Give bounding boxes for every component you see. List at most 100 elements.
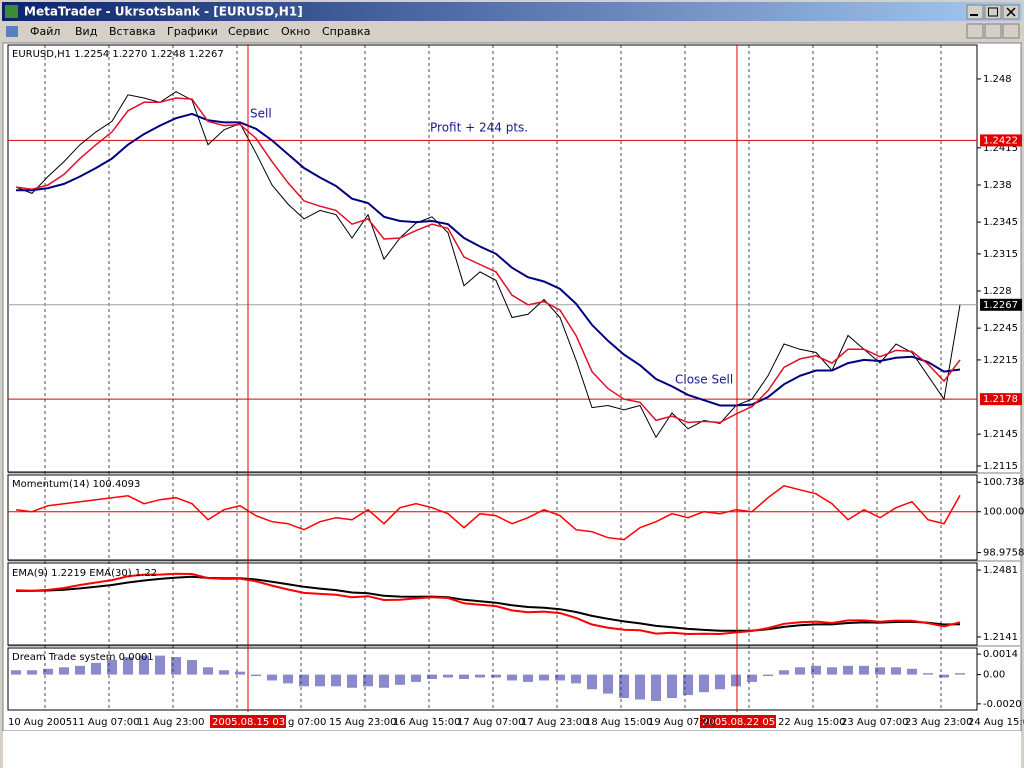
y-tick-label: 1.2145 xyxy=(983,429,1018,440)
window-title: MetaTrader - Ukrsotsbank - [EURUSD,H1] xyxy=(24,5,303,19)
menu-item[interactable]: Сервис xyxy=(228,25,269,38)
histogram-bar xyxy=(11,670,21,675)
histogram-bar xyxy=(123,657,133,675)
app-icon xyxy=(5,5,18,18)
histogram-bar xyxy=(491,674,501,678)
panel-border xyxy=(7,44,978,473)
ema-slow-line xyxy=(16,575,961,632)
histogram-bar xyxy=(523,674,533,682)
menu-item[interactable]: Вставка xyxy=(109,25,156,38)
histogram-bar xyxy=(539,674,549,681)
annotation: Profit + 244 pts. xyxy=(430,121,528,135)
y-tick-label: 1.248 xyxy=(983,74,1012,85)
y-tick-label: 0.0014 xyxy=(983,649,1018,660)
x-tick-label: 10 Aug 2005 xyxy=(8,717,72,728)
histogram-bar xyxy=(635,674,645,700)
histogram-bar xyxy=(219,670,229,675)
histogram-bar xyxy=(443,674,453,678)
momentum-line xyxy=(15,484,961,541)
histogram-bar xyxy=(715,674,725,690)
chart-window xyxy=(2,42,1022,732)
x-tick-label: 24 Aug 15:00 xyxy=(968,717,1024,728)
max-glyph xyxy=(988,7,998,17)
histogram-bar xyxy=(395,674,405,685)
histogram-bar xyxy=(667,674,677,699)
y-tick-label: 98.9758 xyxy=(983,548,1024,559)
histogram-bar xyxy=(363,674,373,687)
histogram-bar xyxy=(811,665,821,675)
histogram-bar xyxy=(779,670,789,675)
histogram-bar xyxy=(43,668,53,675)
annotation: Close Sell xyxy=(675,373,733,387)
title-bar xyxy=(2,2,1022,21)
level-tag xyxy=(980,134,1022,147)
y-tick-label: 1.2481 xyxy=(983,565,1018,576)
histogram-bar xyxy=(75,665,85,675)
histogram-bar xyxy=(315,674,325,687)
child-restore[interactable] xyxy=(984,23,1002,39)
x-tick-label: 15 Aug 23:00 xyxy=(329,717,396,728)
min-glyph xyxy=(970,14,978,16)
y-tick-label: 1.2215 xyxy=(983,355,1018,366)
y-tick-label: 1.238 xyxy=(983,180,1012,191)
histogram-bar xyxy=(331,674,341,687)
histogram-bar xyxy=(843,665,853,675)
x-tick-label: 19 Aug 07:00 xyxy=(648,717,715,728)
histogram-bar xyxy=(875,667,885,675)
x-tick-label: 16 Aug 15:00 xyxy=(393,717,460,728)
menu-item[interactable]: Окно xyxy=(281,25,310,38)
x-tick-label: 17 Aug 23:00 xyxy=(521,717,588,728)
histogram-bar xyxy=(427,674,437,679)
ema-slow-line xyxy=(16,112,961,407)
histogram-bar xyxy=(283,674,293,684)
marker-tag xyxy=(210,715,286,728)
histogram-bar xyxy=(619,674,629,699)
panel-border xyxy=(7,474,978,561)
level-label: 1.2178 xyxy=(983,394,1018,405)
x-tick-label: 11 Aug 07:00 xyxy=(72,717,139,728)
menu-bar: Файл Вид Вставка Графики Сервис Окно Справка xyxy=(30,25,370,38)
menu-item[interactable]: Справка xyxy=(322,25,370,38)
panel-header: EMA(9) 1.2219 EMA(30) 1.22 xyxy=(12,568,157,579)
y-tick-label: 1.2141 xyxy=(983,632,1018,643)
histogram-bar xyxy=(731,674,741,687)
y-tick-label: 1.2345 xyxy=(983,217,1018,228)
histogram-bar xyxy=(203,667,213,675)
menu-item[interactable]: Графики xyxy=(167,25,218,38)
histogram-bar xyxy=(267,674,277,681)
panel-header: Momentum(14) 100.4093 xyxy=(12,479,140,490)
x-tick-label: 18 Aug 15:00 xyxy=(585,717,652,728)
level-label: 1.2422 xyxy=(983,135,1018,146)
histogram-bar xyxy=(555,674,565,681)
menu-item[interactable]: Вид xyxy=(75,25,98,38)
doc-icon xyxy=(6,26,18,37)
current-price-label: 1.2267 xyxy=(983,300,1018,311)
window-buttons xyxy=(966,4,1020,39)
histogram-bar xyxy=(827,667,837,675)
histogram-bar xyxy=(475,674,485,678)
histogram-bar xyxy=(603,674,613,694)
menu-item[interactable]: Файл xyxy=(30,25,60,38)
child-minimize[interactable] xyxy=(966,23,984,39)
histogram-bar xyxy=(59,667,69,675)
histogram-bar xyxy=(891,667,901,675)
panel-header: Dream Trade system 0.0001 xyxy=(12,652,154,663)
histogram-bar xyxy=(27,670,37,675)
histogram-bar xyxy=(347,674,357,688)
x-tick-label: 17 Aug 07:00 xyxy=(457,717,524,728)
ema-fast-line xyxy=(15,572,961,636)
marker-label: 2005.08.15 03:00 xyxy=(212,717,301,728)
marker-label: 2005.08.22 05:00 xyxy=(702,717,791,728)
x-tick-label: 22 Aug 15:00 xyxy=(778,717,845,728)
histogram-bar xyxy=(379,674,389,688)
panel-border xyxy=(7,647,978,711)
minimize-button[interactable] xyxy=(966,4,984,20)
histogram-bar xyxy=(299,674,309,687)
histogram-bar xyxy=(651,674,661,701)
child-close[interactable] xyxy=(1002,23,1020,39)
maximize-button[interactable] xyxy=(984,4,1002,20)
ema-fast-line xyxy=(15,97,961,424)
histogram-bar xyxy=(955,673,965,675)
price-tag xyxy=(980,298,1022,311)
